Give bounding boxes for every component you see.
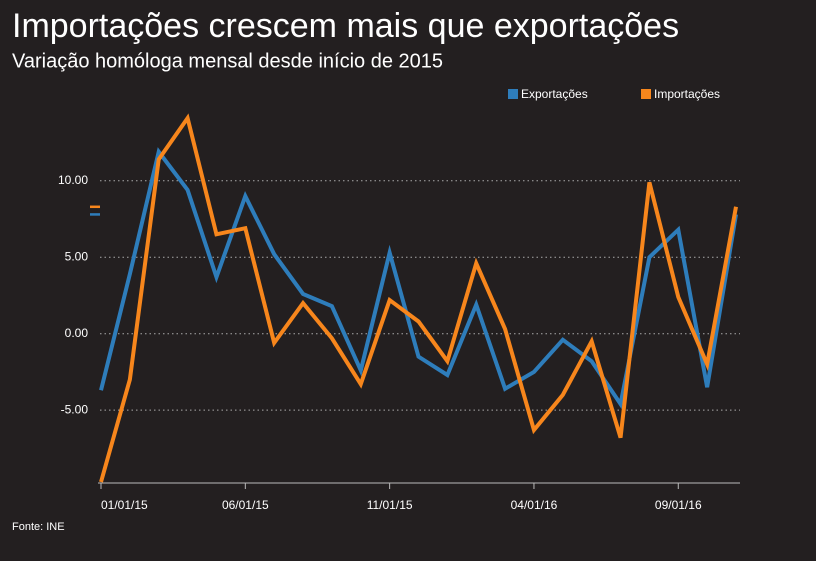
legend-swatch (508, 89, 518, 99)
x-tick-label: 04/01/16 (511, 498, 558, 512)
source: Fonte: INE (12, 521, 65, 533)
x-tick-label: 06/01/15 (222, 498, 269, 512)
y-tick-label: -5.00 (61, 402, 89, 416)
y-tick-label: 0.00 (65, 326, 89, 340)
chart-title: Importações crescem mais que exportações (12, 7, 679, 45)
x-tick-label: 11/01/15 (367, 498, 413, 512)
y-tick-label: 10.00 (58, 173, 88, 187)
legend-label: Importações (654, 87, 720, 101)
x-tick-label: 09/01/16 (655, 498, 702, 512)
chart-subtitle: Variação homóloga mensal desde início de… (12, 50, 443, 72)
x-tick-label: 01/01/15 (101, 498, 148, 512)
legend-swatch (641, 89, 651, 99)
series-line (99, 113, 738, 483)
legend-label: Exportações (521, 87, 588, 101)
y-tick-label: 5.00 (65, 249, 89, 263)
